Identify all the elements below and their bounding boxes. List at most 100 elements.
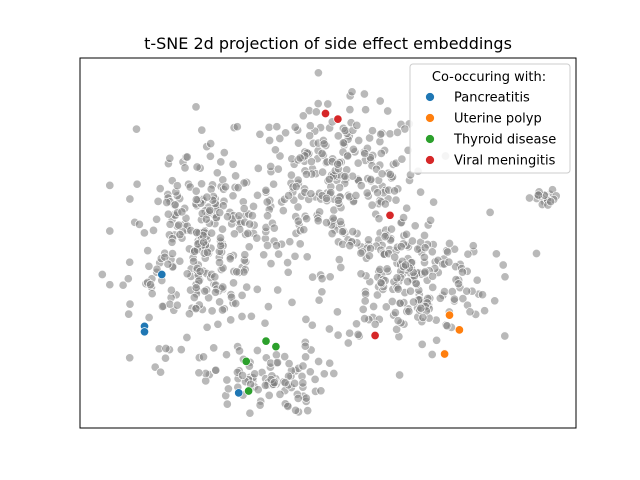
background-points (97, 68, 561, 418)
background-point (222, 212, 233, 222)
background-point (269, 179, 279, 189)
background-point (325, 358, 335, 368)
background-point (374, 214, 384, 224)
background-point (405, 286, 416, 296)
point-uterine-polyp (440, 349, 450, 359)
background-point (390, 186, 400, 196)
background-point (286, 170, 296, 180)
background-point (453, 279, 464, 289)
background-point (269, 378, 279, 388)
background-point (244, 242, 254, 252)
background-point (253, 163, 263, 173)
background-point (210, 287, 221, 297)
background-point (226, 292, 237, 302)
background-point (403, 277, 413, 287)
background-point (285, 237, 295, 247)
background-point (485, 207, 495, 217)
background-point (280, 352, 290, 362)
background-point (105, 280, 115, 290)
background-point (338, 138, 348, 148)
background-point (299, 225, 309, 235)
background-point (225, 254, 235, 264)
background-point (253, 385, 263, 395)
background-point (194, 368, 204, 378)
background-point (262, 240, 273, 251)
background-point (156, 367, 166, 377)
background-point (262, 211, 273, 221)
background-point (402, 203, 412, 213)
background-point (210, 272, 220, 282)
background-point (463, 249, 473, 259)
background-point (197, 125, 207, 135)
background-point (172, 181, 182, 191)
background-point (265, 135, 275, 146)
background-point (237, 290, 247, 300)
background-point (147, 289, 157, 299)
background-point (219, 148, 229, 158)
background-point (263, 302, 273, 312)
background-point (291, 405, 301, 415)
background-point (480, 306, 490, 316)
legend-marker-viral-meningitis (425, 155, 435, 165)
background-point (290, 122, 300, 132)
background-point (202, 247, 212, 257)
background-point (418, 312, 428, 323)
background-point (205, 151, 215, 161)
background-point (323, 99, 333, 109)
point-uterine-polyp (444, 310, 455, 320)
background-point (381, 302, 391, 312)
background-point (465, 307, 475, 317)
point-pancreatitis (157, 269, 167, 280)
point-uterine-polyp (454, 325, 464, 335)
background-point (270, 145, 280, 155)
background-point (163, 209, 173, 219)
background-point (161, 343, 171, 354)
background-point (314, 356, 324, 367)
background-point (165, 153, 175, 163)
legend-entry-thyroid-disease: Thyroid disease (425, 133, 556, 148)
background-point (396, 242, 406, 252)
background-point (170, 200, 180, 210)
background-point (345, 105, 355, 115)
background-point (295, 239, 305, 249)
legend-marker-uterine-polyp (425, 113, 435, 123)
background-point (215, 297, 225, 307)
background-point (272, 357, 283, 368)
background-point (397, 154, 407, 164)
background-point (332, 307, 342, 317)
legend-marker-thyroid-disease (425, 134, 435, 144)
background-point (191, 304, 201, 314)
background-point (348, 227, 358, 237)
background-point (500, 331, 510, 341)
background-point (245, 219, 255, 229)
background-point (356, 269, 366, 279)
background-point (252, 190, 263, 200)
background-point (307, 320, 317, 330)
background-point (191, 195, 201, 205)
background-point (366, 174, 376, 185)
background-point (447, 287, 457, 297)
background-point (202, 192, 212, 202)
legend-entries: Pancreatitis Uterine polyp Thyroid disease… (425, 91, 556, 169)
background-point (324, 324, 334, 334)
background-point (313, 99, 323, 109)
background-point (417, 339, 427, 349)
background-point (148, 225, 159, 235)
background-point (416, 187, 426, 197)
background-point (252, 284, 262, 294)
background-point (195, 266, 205, 276)
background-point (118, 280, 128, 290)
background-point (356, 248, 366, 258)
legend-entry-viral-meningitis: Viral meningitis (425, 154, 556, 169)
background-point (152, 214, 162, 224)
background-point (167, 249, 178, 259)
background-point (266, 161, 276, 172)
background-point (229, 229, 239, 239)
background-point (301, 169, 312, 179)
background-point (392, 324, 402, 334)
background-point (246, 311, 256, 321)
background-point (306, 157, 316, 167)
background-point (352, 120, 362, 130)
background-point (160, 353, 171, 363)
background-point (305, 121, 315, 131)
